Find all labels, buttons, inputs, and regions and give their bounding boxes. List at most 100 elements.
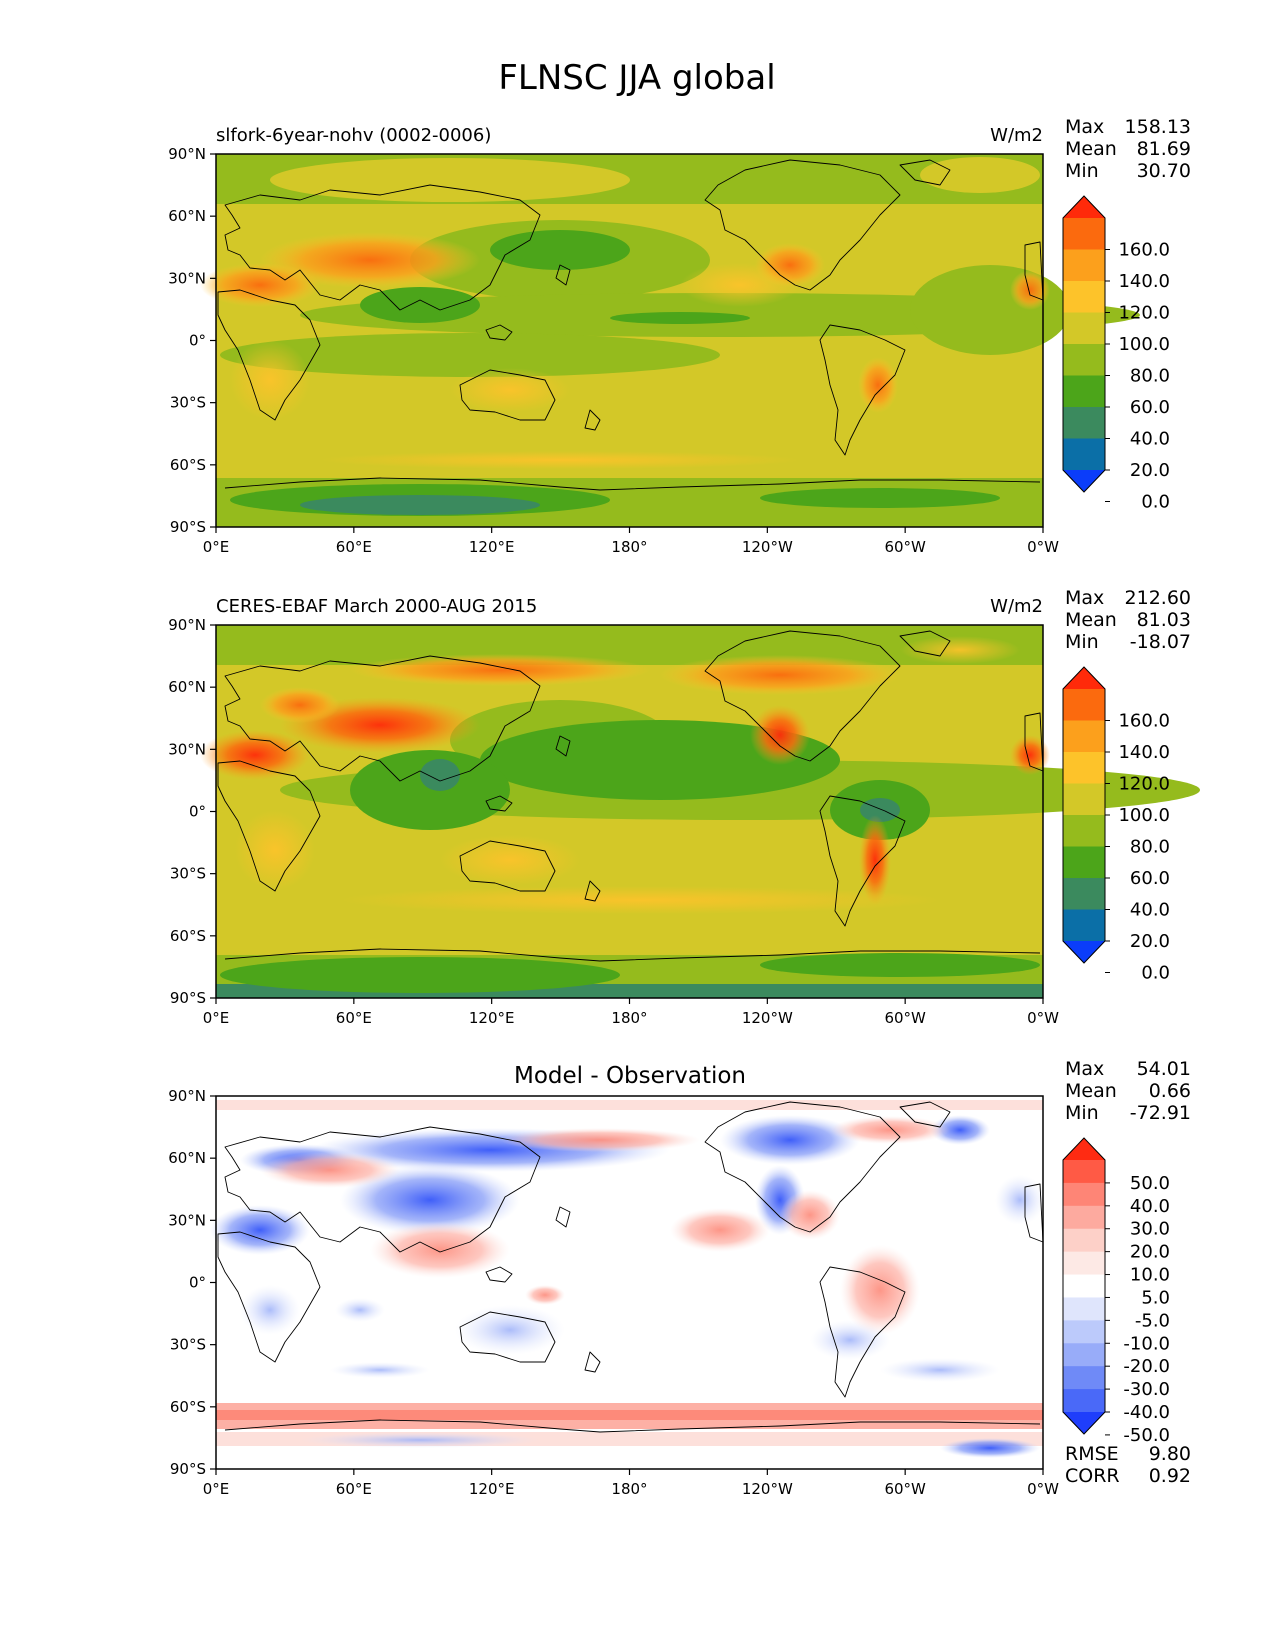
panel-units: W/m2 bbox=[990, 125, 1043, 146]
colorbar-label: -50.0 bbox=[1123, 1425, 1170, 1446]
colorbar-label: 20.0 bbox=[1130, 1242, 1170, 1263]
colorbar-bin bbox=[1063, 720, 1105, 753]
map-field bbox=[200, 154, 1140, 527]
y-axis: 90°N 60°N 30°N 0° 30°S 60°S 90°S bbox=[168, 145, 216, 536]
map-field bbox=[210, 1096, 1045, 1469]
stat-value: 158.13 bbox=[1125, 116, 1191, 138]
x-axis: 0°E 60°E 120°E 180° 120°W 60°W 0°W bbox=[203, 1469, 1059, 1498]
colorbar-label: 30.0 bbox=[1130, 1219, 1170, 1240]
colorbar-label: 80.0 bbox=[1130, 366, 1170, 387]
colorbar-bin bbox=[1063, 438, 1105, 471]
stat-label: Mean bbox=[1065, 1080, 1117, 1102]
colorbar-bin bbox=[1063, 1160, 1105, 1184]
colorbar-bin bbox=[1063, 909, 1105, 942]
colorbar-label: -30.0 bbox=[1123, 1379, 1170, 1400]
x-tick-label: 60°W bbox=[884, 1480, 926, 1498]
colorbar-label: 60.0 bbox=[1130, 397, 1170, 418]
colorbar-bin bbox=[1063, 218, 1105, 250]
y-tick-label: 60°S bbox=[170, 1398, 206, 1416]
colorbar-bin bbox=[1063, 1343, 1105, 1367]
y-tick-label: 60°N bbox=[168, 678, 206, 696]
x-tick-label: 60°W bbox=[884, 538, 926, 556]
colorbar-label: 80.0 bbox=[1130, 837, 1170, 858]
y-axis: 90°N 60°N 30°N 0° 30°S 60°S 90°S bbox=[168, 616, 216, 1007]
extra-stat-label: RMSE bbox=[1065, 1443, 1119, 1465]
panel-difference: Model - Observation 90°N 60°N 30°N 0° 30°S 60… bbox=[168, 1058, 1191, 1498]
y-tick-label: 60°S bbox=[170, 927, 206, 945]
colorbar-label: -10.0 bbox=[1123, 1333, 1170, 1354]
x-tick-label: 0°W bbox=[1027, 538, 1059, 556]
colorbar-label: -5.0 bbox=[1135, 1310, 1170, 1331]
x-tick-label: 0°E bbox=[203, 1009, 230, 1027]
colorbar-label: 20.0 bbox=[1130, 931, 1170, 952]
y-tick-label: 60°N bbox=[168, 1149, 206, 1167]
extra-stats: RMSE 9.80 CORR 0.92 bbox=[1065, 1443, 1191, 1487]
colorbar-bin bbox=[1063, 1182, 1105, 1207]
extra-stat-value: 9.80 bbox=[1149, 1443, 1191, 1465]
figure-title: FLNSC JJA global bbox=[498, 58, 775, 98]
extra-stat-value: 0.92 bbox=[1149, 1465, 1191, 1487]
y-tick-label: 0° bbox=[189, 1274, 206, 1292]
x-tick-label: 0°W bbox=[1027, 1009, 1059, 1027]
x-tick-label: 60°W bbox=[884, 1009, 926, 1027]
colorbar-bin bbox=[1063, 249, 1105, 282]
stat-label: Max bbox=[1065, 116, 1104, 138]
colorbar-label: 40.0 bbox=[1130, 1196, 1170, 1217]
panel-observation: CERES-EBAF March 2000-AUG 2015 W/m2 90°N… bbox=[168, 587, 1200, 1027]
colorbar-extend-min bbox=[1063, 470, 1105, 492]
y-tick-label: 30°N bbox=[168, 269, 206, 287]
colorbar-bin bbox=[1063, 1297, 1105, 1321]
x-tick-label: 120°W bbox=[742, 538, 793, 556]
colorbar-label: 120.0 bbox=[1118, 774, 1170, 795]
colorbar-label: 140.0 bbox=[1118, 742, 1170, 763]
colorbar: 50.040.030.020.010.05.0-5.0-10.0-20.0-30… bbox=[1062, 1137, 1170, 1446]
colorbar-label: 140.0 bbox=[1118, 271, 1170, 292]
y-tick-label: 0° bbox=[189, 803, 206, 821]
y-tick-label: 90°S bbox=[170, 518, 206, 536]
stat-label: Max bbox=[1065, 1058, 1104, 1080]
colorbar-label: 0.0 bbox=[1141, 963, 1170, 984]
panel-units: W/m2 bbox=[990, 596, 1043, 617]
colorbar-bin bbox=[1063, 344, 1105, 376]
colorbar-label: 40.0 bbox=[1130, 900, 1170, 921]
x-tick-label: 60°E bbox=[336, 1009, 372, 1027]
colorbar-label: 120.0 bbox=[1118, 303, 1170, 324]
y-tick-label: 30°S bbox=[170, 394, 206, 412]
y-tick-label: 60°N bbox=[168, 207, 206, 225]
colorbar-bin bbox=[1063, 1228, 1105, 1253]
y-tick-label: 60°S bbox=[170, 456, 206, 474]
y-tick-label: 30°S bbox=[170, 1336, 206, 1354]
y-tick-label: 30°S bbox=[170, 865, 206, 883]
x-tick-label: 180° bbox=[611, 1009, 647, 1027]
colorbar: 160.0 140.0 120.0 100.0 80.0 60.0 40.0 20.0 0.0 bbox=[1062, 195, 1170, 513]
stat-value: -72.91 bbox=[1130, 1102, 1191, 1124]
colorbar-label: -40.0 bbox=[1123, 1402, 1170, 1423]
x-tick-label: 120°W bbox=[742, 1009, 793, 1027]
y-tick-label: 90°N bbox=[168, 616, 206, 634]
colorbar-bin bbox=[1063, 783, 1105, 816]
panel-model: slfork-6year-nohv (0002-0006) W/m2 90°N 6… bbox=[168, 116, 1191, 556]
y-tick-label: 90°N bbox=[168, 1087, 206, 1105]
x-tick-label: 120°W bbox=[742, 1480, 793, 1498]
stat-value: 0.66 bbox=[1149, 1080, 1191, 1102]
stat-label: Mean bbox=[1065, 609, 1117, 631]
y-axis: 90°N 60°N 30°N 0° 30°S 60°S 90°S bbox=[168, 1087, 216, 1478]
stat-label: Min bbox=[1065, 1102, 1099, 1124]
colorbar-bin bbox=[1063, 1274, 1105, 1298]
stats-block: Max 158.13 Mean 81.69 Min 30.70 bbox=[1065, 116, 1191, 182]
map-field bbox=[200, 625, 1200, 998]
colorbar-bin bbox=[1063, 407, 1105, 439]
x-tick-label: 120°E bbox=[469, 1009, 515, 1027]
stats-block: Max 54.01 Mean 0.66 Min -72.91 bbox=[1065, 1058, 1191, 1124]
x-tick-label: 180° bbox=[611, 538, 647, 556]
stat-value: 30.70 bbox=[1137, 160, 1191, 182]
colorbar-label: -20.0 bbox=[1123, 1356, 1170, 1377]
colorbar-label: 160.0 bbox=[1118, 240, 1170, 261]
colorbar-bin bbox=[1063, 689, 1105, 721]
stat-value: 81.69 bbox=[1137, 138, 1191, 160]
colorbar-bin bbox=[1063, 815, 1105, 847]
panel-left-title: slfork-6year-nohv (0002-0006) bbox=[216, 125, 491, 146]
colorbar-label: 40.0 bbox=[1130, 429, 1170, 450]
y-tick-label: 0° bbox=[189, 332, 206, 350]
